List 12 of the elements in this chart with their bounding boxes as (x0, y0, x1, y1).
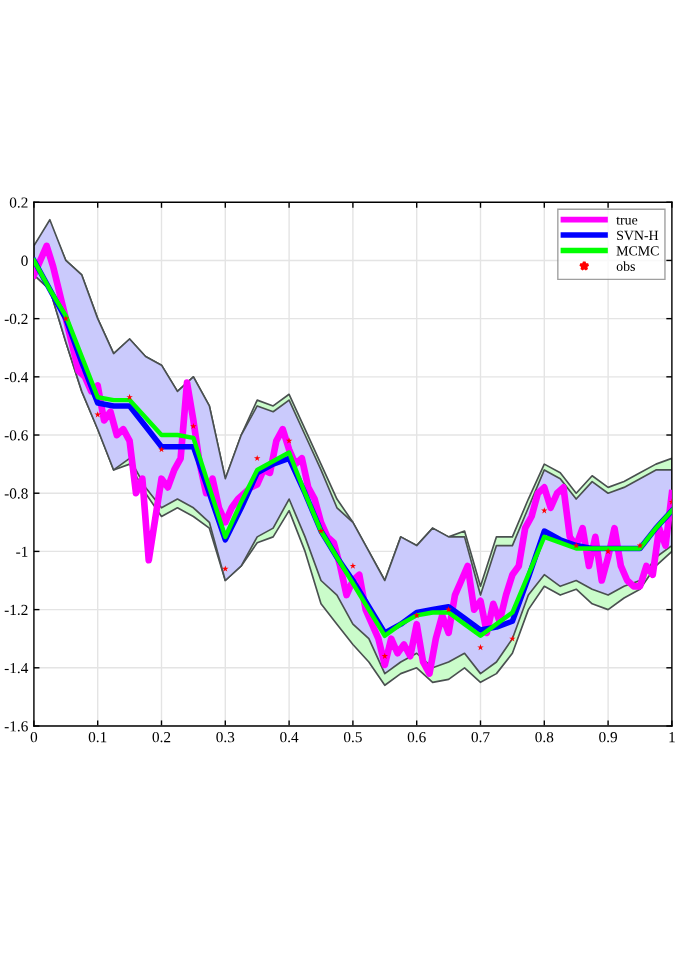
point (381, 652, 389, 659)
point (572, 542, 580, 549)
point (190, 422, 197, 430)
point (126, 393, 133, 400)
point (445, 606, 452, 613)
point (349, 562, 357, 569)
point (477, 644, 484, 651)
point (604, 548, 612, 555)
point (413, 612, 420, 619)
point (222, 565, 229, 572)
point (317, 527, 325, 534)
point (253, 454, 261, 462)
